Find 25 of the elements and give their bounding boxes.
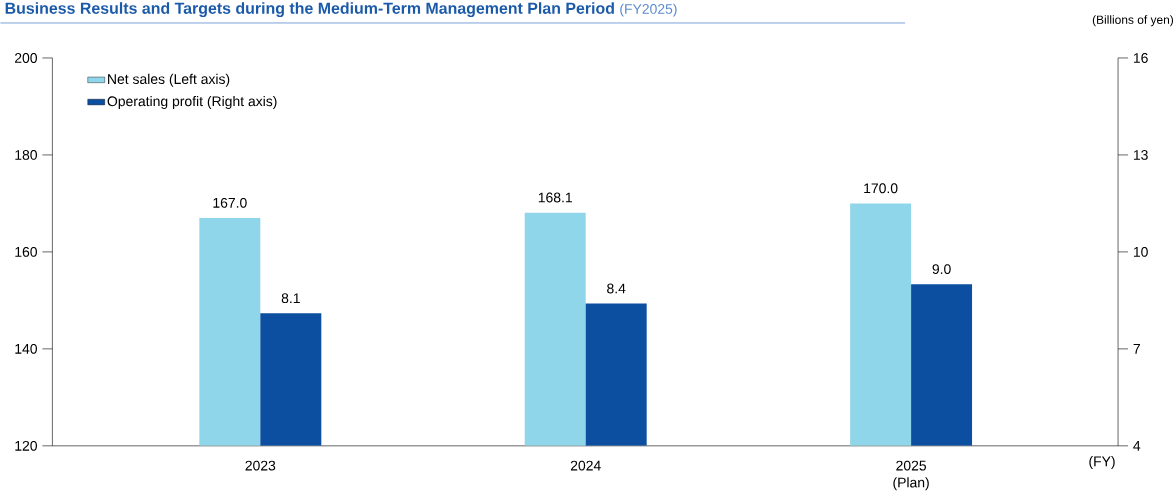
x-tick-label: 2024 (570, 460, 601, 471)
y-tick-label: 140 (15, 343, 38, 354)
data-label: 9.0 (932, 264, 951, 275)
data-label: 167.0 (213, 197, 247, 208)
x-axis-title: (FY) (1089, 456, 1115, 470)
y-tick-label: 120 (15, 440, 38, 451)
legend-label: Net sales (Left axis) (108, 73, 230, 87)
chart-title: Business Results and Targets during the Medium-Term Management Plan Period (5, 2, 614, 18)
y2-tick-label: 16 (1133, 53, 1148, 63)
chart-subtitle: (FY2025) (620, 3, 677, 17)
y-tick-label: 200 (14, 53, 38, 63)
y2-axis-title: (Billions of yen) (1092, 15, 1174, 27)
data-label: 170.0 (864, 183, 898, 194)
y2-tick-label: 13 (1133, 150, 1148, 160)
y-tick-label: 180 (15, 150, 38, 160)
legend-label: Operating profit (Right axis) (107, 96, 277, 110)
y2-tick-label: 4 (1133, 441, 1141, 451)
y2-tick-label: 7 (1133, 344, 1140, 354)
data-label: 8.4 (607, 283, 626, 294)
y-tick-label: 160 (15, 247, 38, 257)
data-label: 8.1 (281, 293, 300, 304)
x-tick-label: 2023 (245, 460, 276, 471)
data-label: 168.1 (538, 192, 572, 203)
x-tick-label: 2025 (Plan) (893, 460, 929, 491)
y2-tick-label: 10 (1133, 247, 1148, 257)
